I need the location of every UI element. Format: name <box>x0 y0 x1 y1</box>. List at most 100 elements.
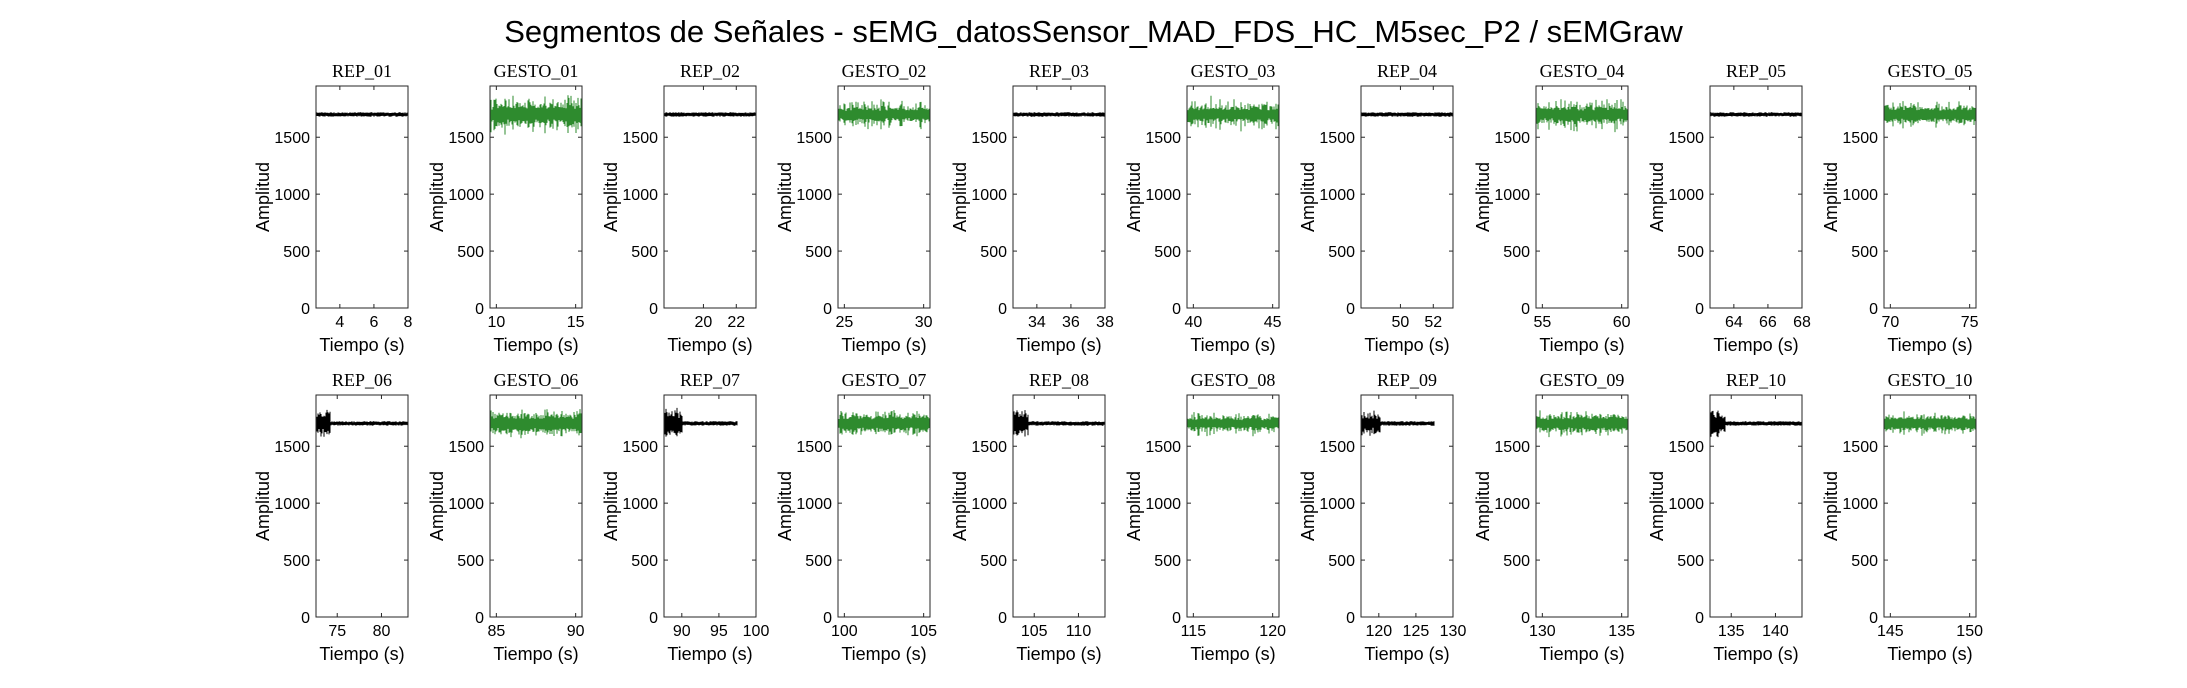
x-tick-label: 80 <box>373 623 391 640</box>
x-tick-label: 90 <box>567 623 585 640</box>
subplot: 0 500 1000 1500 25 30 GESTO_02 Tiempo (s) Amplit… <box>775 61 933 355</box>
y-tick-label: 0 <box>1521 301 1530 318</box>
y-tick-label: 500 <box>805 553 832 570</box>
y-tick-label: 500 <box>1851 553 1878 570</box>
y-axis-label: Amplitud <box>950 471 970 541</box>
y-axis-label: Amplitud <box>1124 471 1144 541</box>
subplot: 0 500 1000 1500 34 36 38 REP_03 Tiempo (s) Amplit… <box>950 61 1114 355</box>
y-tick-label: 1000 <box>971 187 1007 204</box>
x-tick-label: 22 <box>727 314 745 331</box>
x-tick-label: 130 <box>1440 623 1467 640</box>
x-tick-label: 52 <box>1424 314 1442 331</box>
axes-frame <box>663 394 757 618</box>
x-tick-label: 66 <box>1759 314 1777 331</box>
x-axis-label: Tiempo (s) <box>1713 644 1798 664</box>
x-axis-label: Tiempo (s) <box>319 335 404 355</box>
y-tick-label: 1000 <box>1842 496 1878 513</box>
y-tick-label: 500 <box>980 244 1007 261</box>
y-tick-label: 1500 <box>1668 439 1704 456</box>
signal-series <box>1360 112 1454 117</box>
subplot-title: REP_03 <box>1029 61 1089 81</box>
x-tick-label: 125 <box>1403 623 1430 640</box>
subplot: 0 500 1000 1500 50 52 REP_04 Tiempo (s) Amplitud <box>1298 61 1454 355</box>
y-tick-label: 500 <box>1328 553 1355 570</box>
y-tick-label: 0 <box>649 301 658 318</box>
x-axis-label: Tiempo (s) <box>493 644 578 664</box>
x-tick-label: 105 <box>910 623 937 640</box>
y-tick-label: 1500 <box>971 130 1007 147</box>
signal-series <box>1535 97 1629 133</box>
signal-series <box>1535 410 1629 438</box>
y-tick-label: 1000 <box>1668 496 1704 513</box>
x-tick-label: 4 <box>335 314 344 331</box>
y-tick-label: 1000 <box>796 187 832 204</box>
x-tick-label: 64 <box>1725 314 1743 331</box>
y-tick-label: 0 <box>1869 610 1878 627</box>
subplot-title: GESTO_08 <box>1191 370 1276 390</box>
x-axis-label: Tiempo (s) <box>1190 335 1275 355</box>
signal-series <box>1012 410 1106 437</box>
subplot: 0 500 1000 1500 40 45 GESTO_03 Tiempo (s) Amplit… <box>1124 61 1282 355</box>
y-tick-label: 1500 <box>1494 439 1530 456</box>
signal-series <box>1360 410 1435 436</box>
y-axis-label: Amplitud <box>775 162 795 232</box>
y-axis-label: Amplitud <box>253 471 273 541</box>
y-tick-label: 500 <box>1328 244 1355 261</box>
axes-frame <box>1883 394 1977 618</box>
signal-series <box>1709 410 1803 438</box>
x-tick-label: 68 <box>1793 314 1811 331</box>
y-tick-label: 1000 <box>1842 187 1878 204</box>
subplot: 0 500 1000 1500 145 150 GESTO_10 Tiempo (s) Ampl… <box>1821 370 1983 664</box>
subplot: 0 500 1000 1500 90 95 100 REP_07 Tiempo (s) Ampli… <box>601 370 769 664</box>
y-tick-label: 1000 <box>1319 496 1355 513</box>
y-tick-label: 1000 <box>1668 187 1704 204</box>
x-axis-label: Tiempo (s) <box>1190 644 1275 664</box>
y-tick-label: 0 <box>1869 301 1878 318</box>
x-tick-label: 60 <box>1613 314 1631 331</box>
x-tick-label: 36 <box>1062 314 1080 331</box>
subplot: 0 500 1000 1500 120 125 130 REP_09 Tiempo (s) Amp… <box>1298 370 1466 664</box>
subplot: 0 500 1000 1500 70 75 GESTO_05 Tiempo (s) Amplit… <box>1821 61 1979 355</box>
subplot: 0 500 1000 1500 135 140 REP_10 Tiempo (s) Amplit… <box>1647 370 1803 664</box>
x-tick-label: 8 <box>404 314 413 331</box>
y-tick-label: 1000 <box>1494 187 1530 204</box>
subplot: 0 500 1000 1500 75 80 REP_06 Tiempo (s) Amplitud <box>253 370 409 664</box>
subplot-title: REP_04 <box>1377 61 1437 81</box>
x-tick-label: 115 <box>1181 623 1207 640</box>
x-tick-label: 100 <box>831 623 858 640</box>
subplot: 0 500 1000 1500 4 6 8 REP_01 Tiempo (s) Amplitud <box>253 61 413 355</box>
signal-series <box>1012 112 1106 117</box>
subplot-title: GESTO_05 <box>1888 61 1973 81</box>
y-tick-label: 1500 <box>274 439 310 456</box>
y-tick-label: 500 <box>1677 553 1704 570</box>
signal-series <box>663 407 738 437</box>
subplot-title: REP_08 <box>1029 370 1089 390</box>
x-tick-label: 30 <box>915 314 933 331</box>
y-tick-label: 1500 <box>796 130 832 147</box>
y-axis-label: Amplitud <box>775 471 795 541</box>
y-tick-label: 0 <box>475 301 484 318</box>
y-tick-label: 500 <box>805 244 832 261</box>
x-tick-label: 20 <box>695 314 713 331</box>
subplot: 0 500 1000 1500 115 120 GESTO_08 Tiempo (s) Ampl… <box>1124 370 1286 664</box>
y-tick-label: 500 <box>457 553 484 570</box>
x-tick-label: 150 <box>1956 623 1983 640</box>
subplot-title: REP_07 <box>680 370 740 390</box>
subplot-title: GESTO_10 <box>1888 370 1973 390</box>
x-axis-label: Tiempo (s) <box>1364 644 1449 664</box>
x-tick-label: 135 <box>1608 623 1635 640</box>
y-tick-label: 500 <box>1851 244 1878 261</box>
subplot-title: REP_01 <box>332 61 392 81</box>
x-tick-label: 34 <box>1028 314 1046 331</box>
y-tick-label: 1000 <box>622 496 658 513</box>
y-axis-label: Amplitud <box>1647 162 1667 232</box>
axes-frame <box>1012 85 1106 309</box>
axes-frame <box>315 394 409 618</box>
axes-frame <box>1709 85 1803 309</box>
y-axis-label: Amplitud <box>427 162 447 232</box>
y-tick-label: 500 <box>1503 244 1530 261</box>
x-axis-label: Tiempo (s) <box>319 644 404 664</box>
signal-series <box>489 95 583 135</box>
